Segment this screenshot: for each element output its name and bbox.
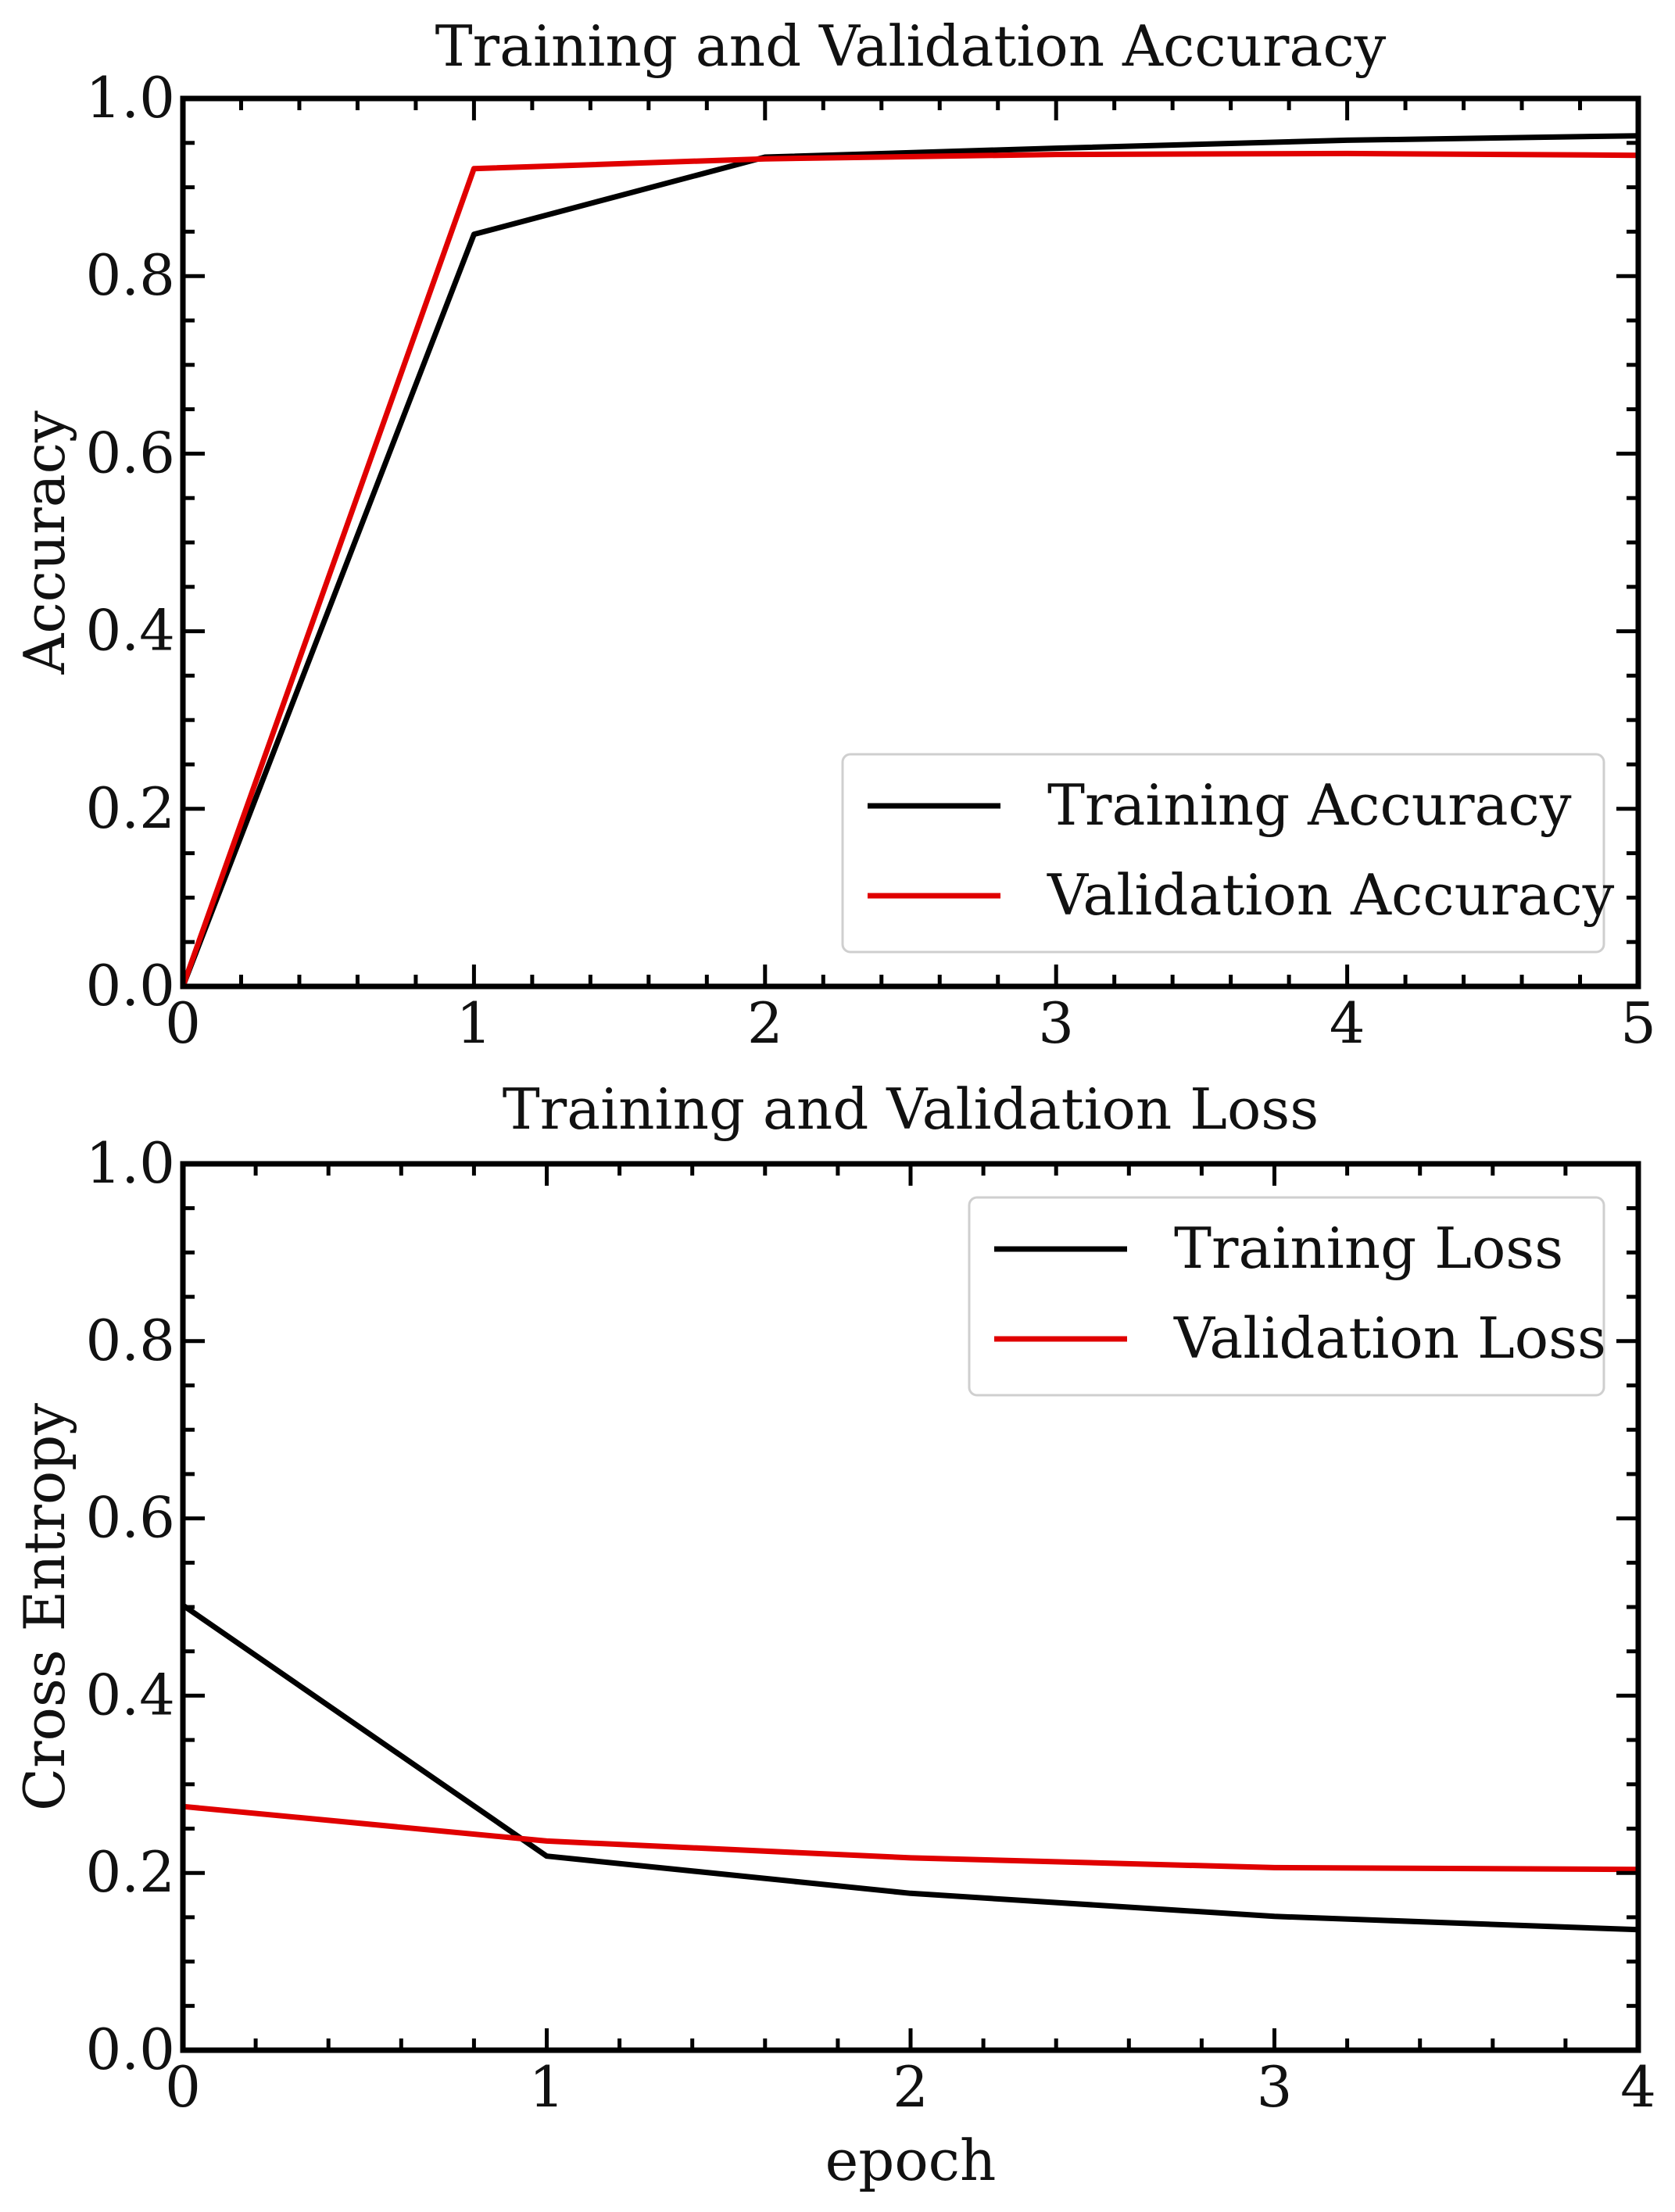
chart-0-xtick-label: 5 [1620,990,1656,1056]
chart-1-ytick-label: 0.2 [85,1839,175,1905]
chart-1-xtick-label: 4 [1620,2054,1656,2120]
chart-0-legend-label-0: Training Accuracy [1047,772,1572,838]
chart-0-ytick-label: 0.0 [85,953,175,1018]
chart-1-ytick-label: 0.4 [85,1662,175,1727]
chart-1-title: Training and Validation Loss [503,1076,1319,1142]
accuracy-chart: Training and Validation Accuracy 0 1 2 3 4 5 0.… [12,13,1656,1056]
chart-0-ytick-label: 0.8 [85,242,175,308]
loss-chart: Training and Validation Loss 0 1 2 3 4 0.0 0.2 0… [12,1076,1656,2193]
chart-0-legend-box [841,753,1605,954]
chart-1-legend-box [968,1196,1605,1397]
chart-0-xtick-label: 2 [747,990,783,1056]
chart-0-series-line-1 [180,150,1639,988]
chart-0-xtick-label: 1 [456,990,492,1056]
chart-0-ytick-label: 1.0 [85,65,175,131]
chart-1-series-line-1 [182,1803,1639,1873]
chart-1-xtick-label: 0 [165,2054,201,2120]
chart-1-ytick-label: 0.0 [85,2017,175,2082]
chart-0-xtick-label: 3 [1038,990,1074,1056]
chart-0-ytick-label: 0.6 [85,420,175,485]
chart-0-legend-label-1: Validation Accuracy [1047,862,1615,928]
chart-1-xtick-label: 1 [529,2054,565,2120]
chart-0-ytick-label: 0.4 [85,598,175,664]
chart-0-title: Training and Validation Accuracy [435,13,1387,79]
chart-0-ylabel: Accuracy [12,410,77,675]
chart-1-ytick-label: 0.6 [85,1485,175,1551]
chart-1-plot-frame [180,1161,1641,2053]
chart-0-ytick-label: 0.2 [85,775,175,841]
chart-1-xlabel: epoch [825,2128,997,2193]
chart-1-legend-label-0: Training Loss [1174,1215,1563,1281]
chart-0-xtick-label: 4 [1330,990,1365,1056]
chart-1-legend: Training Loss Validation Loss [968,1196,1606,1397]
chart-1-series-line-0 [181,1602,1639,1933]
chart-1-xtick-label: 3 [1257,2054,1293,2120]
chart-1-xtick-label: 2 [893,2054,929,2120]
chart-1-ylabel: Cross Entropy [12,1403,77,1811]
chart-1-ytick-label: 1.0 [85,1130,175,1196]
chart-0-legend: Training Accuracy Validation Accuracy [841,753,1615,954]
chart-1-ytick-label: 0.8 [85,1308,175,1373]
chart-0-series-line-0 [180,133,1639,988]
chart-1-legend-label-1: Validation Loss [1173,1305,1606,1371]
chart-0-plot-frame [180,95,1641,990]
chart-0-xtick-label: 0 [165,990,201,1056]
